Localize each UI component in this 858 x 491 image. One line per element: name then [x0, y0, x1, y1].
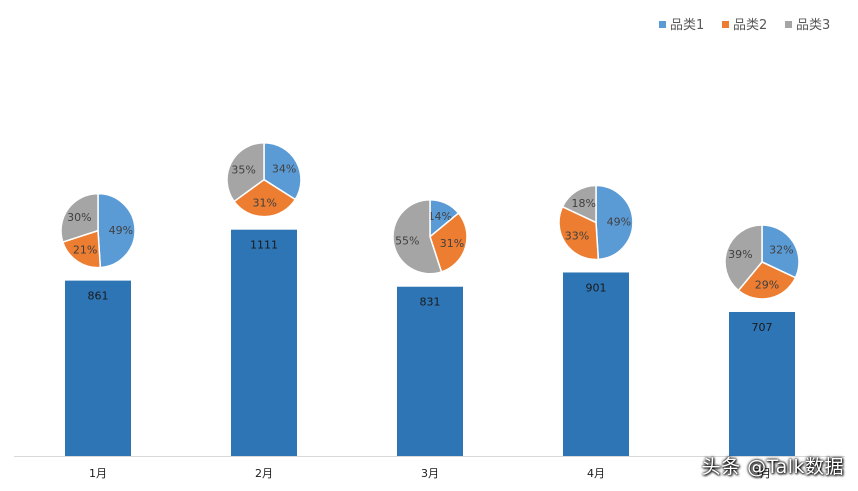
pie-slice-label: 21% — [73, 244, 97, 257]
pie-slice-label: 34% — [272, 163, 296, 176]
pie-slice — [61, 229, 102, 269]
legend-label: 品类1 — [670, 18, 704, 33]
pie-slice-label: 14% — [428, 210, 452, 223]
pie-slice-label: 39% — [728, 248, 752, 261]
pie-slice-label: 49% — [607, 216, 631, 229]
bar-1 — [65, 280, 131, 456]
pie-slice-label: 29% — [755, 278, 779, 291]
bar-value-label: 1111 — [250, 239, 278, 252]
bar-5 — [729, 311, 795, 456]
pie-slice — [97, 192, 136, 269]
pie-slice-label: 30% — [67, 211, 91, 224]
pie-slice — [561, 184, 597, 224]
pie-slice-label: 55% — [395, 234, 419, 247]
pie-slice — [392, 198, 443, 275]
pie-slice-label: 35% — [231, 163, 255, 176]
legend-label: 品类3 — [796, 18, 830, 33]
bar-3 — [397, 286, 463, 456]
bar-2 — [231, 229, 297, 456]
pie-slice-label: 49% — [109, 224, 133, 237]
x-tick-label: 1月 — [89, 467, 107, 480]
legend-swatch — [659, 21, 666, 28]
pie-slice-label: 33% — [565, 229, 589, 242]
pie-slice-label: 31% — [440, 237, 464, 250]
pie-slice — [737, 261, 797, 300]
bar-value-label: 831 — [420, 296, 441, 309]
pie-slice-label: 31% — [252, 197, 276, 210]
pie-slice — [233, 178, 297, 218]
x-tick-label: 4月 — [587, 467, 605, 480]
pie-slice — [595, 184, 634, 261]
pie-slice — [226, 141, 265, 203]
bar-value-label: 861 — [88, 290, 109, 303]
pie-slice — [60, 192, 99, 243]
pie-slice — [724, 224, 763, 292]
bar-4 — [563, 272, 629, 456]
legend-label: 品类2 — [733, 18, 767, 33]
bar-value-label: 707 — [752, 321, 773, 334]
x-tick-label: 2月 — [255, 467, 273, 480]
legend-swatch — [722, 21, 729, 28]
watermark-text: 头条 @Talk数据 — [701, 456, 844, 478]
pie-slice — [761, 224, 800, 279]
pie-slice-label: 18% — [571, 197, 595, 210]
pie-slice-label: 32% — [769, 244, 793, 257]
bar-value-label: 901 — [586, 281, 607, 294]
x-tick-label: 5月 — [753, 467, 771, 480]
pie-slice — [429, 212, 468, 273]
x-tick-label: 3月 — [421, 467, 439, 480]
legend-swatch — [785, 21, 792, 28]
pie-slice — [558, 205, 600, 261]
